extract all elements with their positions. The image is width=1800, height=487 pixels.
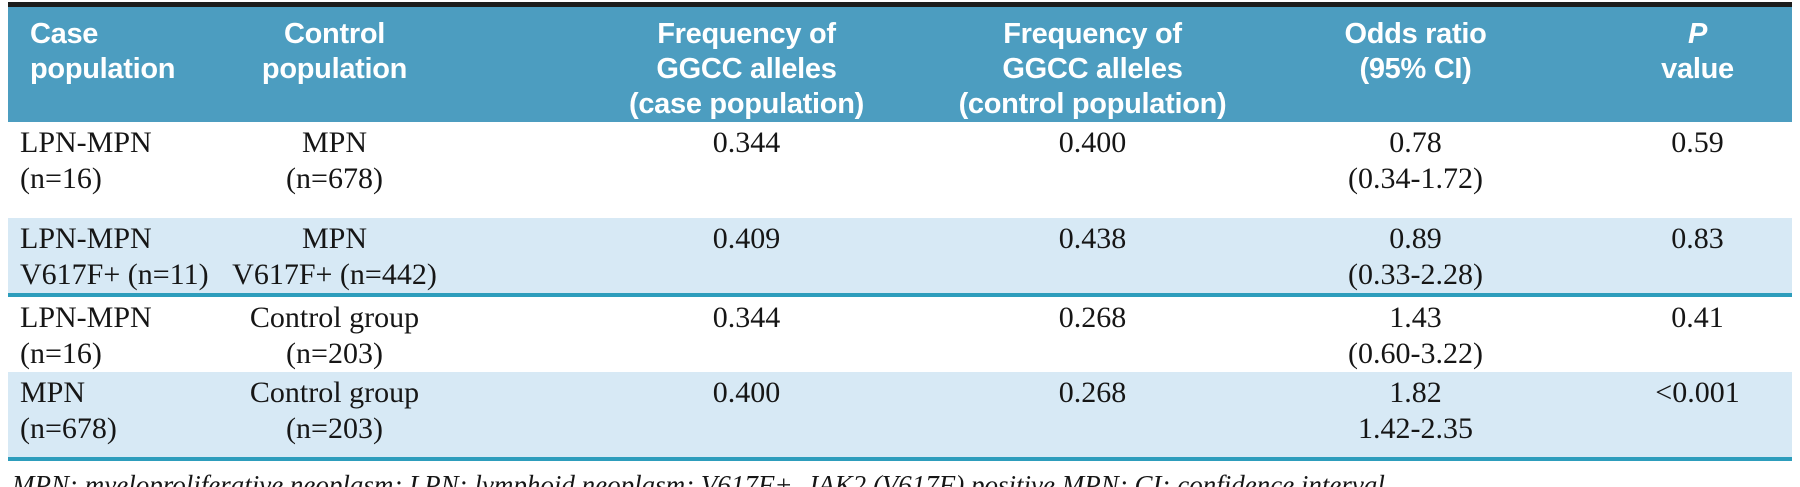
- table-row: MPN (n=678) Control group (n=203) 0.400 …: [8, 372, 1792, 461]
- cell-frequency-control: 0.438: [957, 218, 1228, 297]
- table-row: LPN-MPN (n=16) Control group (n=203) 0.3…: [8, 295, 1792, 372]
- table-row: LPN-MPN V617F+ (n=11) MPN V617F+ (n=442)…: [8, 218, 1792, 297]
- cell-control-population: MPN V617F+ (n=442): [133, 218, 536, 297]
- cell-frequency-case: 0.344: [712, 301, 781, 334]
- cell-control-population: Control group (n=203): [133, 372, 536, 461]
- col-header-odds-ratio: Odds ratio (95% CI): [1228, 4, 1603, 122]
- col-header-frequency-case: Frequency of GGCC alleles (case populati…: [536, 4, 957, 122]
- cell-p-value: 0.41: [1671, 301, 1724, 334]
- cell-control-population: MPN (n=678): [286, 126, 383, 195]
- cell-odds-ratio: 1.43 (0.60-3.22): [1348, 301, 1483, 370]
- cell-control-population: Control group (n=203): [249, 301, 420, 370]
- cell-case-population: LPN-MPN V617F+ (n=11): [8, 218, 209, 297]
- cell-frequency-case: 0.400: [536, 372, 957, 461]
- cell-frequency-case: 0.344: [712, 126, 781, 159]
- cell-p-value: <0.001: [1603, 372, 1792, 461]
- col-header-control-population: Control population: [133, 4, 536, 122]
- p-value-word: value: [1661, 53, 1734, 85]
- cell-frequency-control: 0.268: [1058, 301, 1127, 334]
- cell-frequency-control: 0.400: [1058, 126, 1127, 159]
- cell-p-value: 0.59: [1671, 126, 1724, 159]
- cell-frequency-case: 0.409: [536, 218, 957, 297]
- cell-case-population: LPN-MPN (n=16): [20, 301, 152, 370]
- table-footnote: MPN: myeloproliferative neoplasm; LPN: l…: [12, 470, 1392, 487]
- table-row: LPN-MPN (n=16) MPN (n=678) 0.344 0.400 0…: [8, 122, 1792, 218]
- cell-frequency-control: 0.268: [957, 372, 1228, 461]
- cell-case-population: MPN (n=678): [8, 372, 133, 461]
- col-header-case-population: Case population: [8, 4, 175, 122]
- col-header-frequency-control: Frequency of GGCC alleles (control popul…: [957, 4, 1228, 122]
- odds-ratio-table: Case population Control population Frequ…: [8, 2, 1792, 461]
- table-header-row: Case population Control population Frequ…: [8, 4, 1792, 122]
- cell-odds-ratio: 1.82 1.42-2.35: [1228, 372, 1603, 461]
- p-value-symbol: P: [1687, 18, 1708, 50]
- cell-p-value: 0.83: [1603, 218, 1792, 297]
- cell-odds-ratio: 0.89 (0.33-2.28): [1228, 218, 1603, 297]
- cell-case-population: LPN-MPN (n=16): [20, 126, 152, 195]
- cell-odds-ratio: 0.78 (0.34-1.72): [1348, 126, 1483, 195]
